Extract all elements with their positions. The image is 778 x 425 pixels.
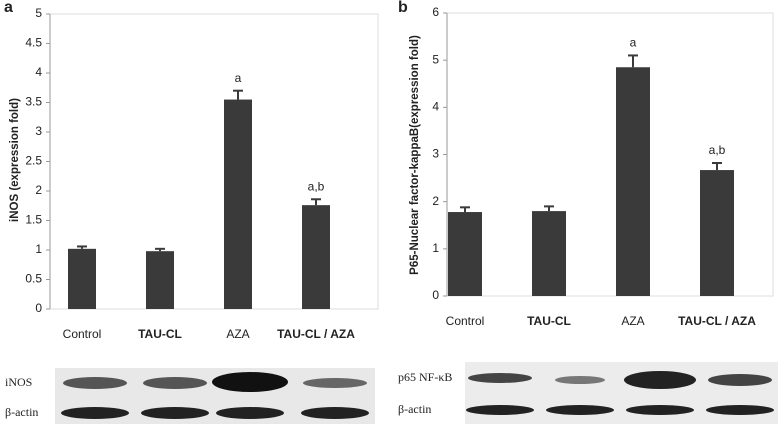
error-bar	[544, 205, 554, 212]
x-tick-label: TAU-CL	[527, 314, 571, 328]
x-tick-label: TAU-CL / AZA	[277, 327, 355, 341]
y-tick-label: 5	[432, 52, 439, 66]
error-bar	[233, 89, 243, 100]
y-tick-label: 1	[35, 242, 42, 256]
blot-band	[61, 407, 129, 419]
bar	[616, 67, 650, 296]
y-tick-label: 3	[35, 124, 42, 138]
blot-label: p65 NF-κB	[398, 370, 452, 384]
blot-band	[301, 407, 369, 419]
blot-label: iNOS	[5, 375, 32, 389]
y-tick-label: 4	[35, 65, 42, 79]
error-bar	[628, 54, 638, 68]
blot-band	[143, 377, 207, 389]
x-tick-label: Control	[446, 314, 485, 328]
error-bar	[77, 245, 87, 249]
error-bar	[155, 247, 165, 252]
y-tick-label: 4	[432, 100, 439, 114]
significance-label: a,b	[308, 179, 325, 193]
blot-band	[303, 378, 367, 388]
y-tick-label: 0	[432, 288, 439, 302]
x-tick-label: TAU-CL / AZA	[678, 314, 756, 328]
blot-band	[141, 407, 209, 419]
blot-band	[216, 407, 284, 419]
blot-band	[624, 371, 696, 389]
blot-label: β-actin	[398, 402, 431, 416]
blot-band	[706, 405, 774, 415]
y-tick-label: 2.5	[25, 154, 42, 168]
y-tick-label: 1	[432, 241, 439, 255]
y-tick-label: 5	[35, 6, 42, 20]
x-tick-label: AZA	[621, 314, 644, 328]
y-tick-label: 6	[432, 5, 439, 19]
bar	[224, 99, 252, 309]
y-axis-label: P65-Nuclear factor-kappaB(expression fol…	[409, 35, 421, 275]
blot-band	[63, 377, 127, 389]
bar	[68, 248, 96, 309]
blot-band	[555, 376, 605, 384]
blot-band	[546, 405, 614, 415]
error-bar	[311, 198, 321, 206]
x-tick-label: Control	[63, 327, 102, 341]
blot-label: β-actin	[5, 405, 38, 419]
blot-b: p65 NF-κB β-actin	[398, 362, 778, 424]
y-tick-label: 1.5	[25, 213, 42, 227]
panel-letter: a	[4, 0, 13, 16]
bar	[302, 205, 330, 309]
blot-a: iNOS β-actin	[5, 368, 375, 424]
blot-band	[212, 372, 288, 392]
bar	[532, 211, 566, 296]
x-tick-label: TAU-CL	[138, 327, 182, 341]
x-tick-label: AZA	[226, 327, 249, 341]
y-tick-label: 3	[432, 147, 439, 161]
blot-band	[468, 373, 532, 383]
error-bar	[712, 161, 722, 171]
y-tick-label: 0.5	[25, 272, 42, 286]
significance-label: a	[630, 36, 637, 50]
bar	[146, 251, 174, 309]
blot-band	[708, 374, 772, 386]
significance-label: a	[235, 71, 242, 85]
y-axis-label: iNOS (expression fold)	[9, 98, 21, 222]
panel-letter: b	[398, 0, 408, 16]
y-tick-label: 4.5	[25, 36, 42, 50]
y-tick-label: 3.5	[25, 95, 42, 109]
y-tick-label: 0	[35, 301, 42, 315]
bar	[448, 212, 482, 296]
blot-band	[466, 405, 534, 415]
bar	[700, 170, 734, 296]
blot-band	[626, 405, 694, 415]
error-bar	[460, 206, 470, 213]
y-tick-label: 2	[432, 194, 439, 208]
y-tick-label: 2	[35, 183, 42, 197]
significance-label: a,b	[709, 143, 726, 157]
